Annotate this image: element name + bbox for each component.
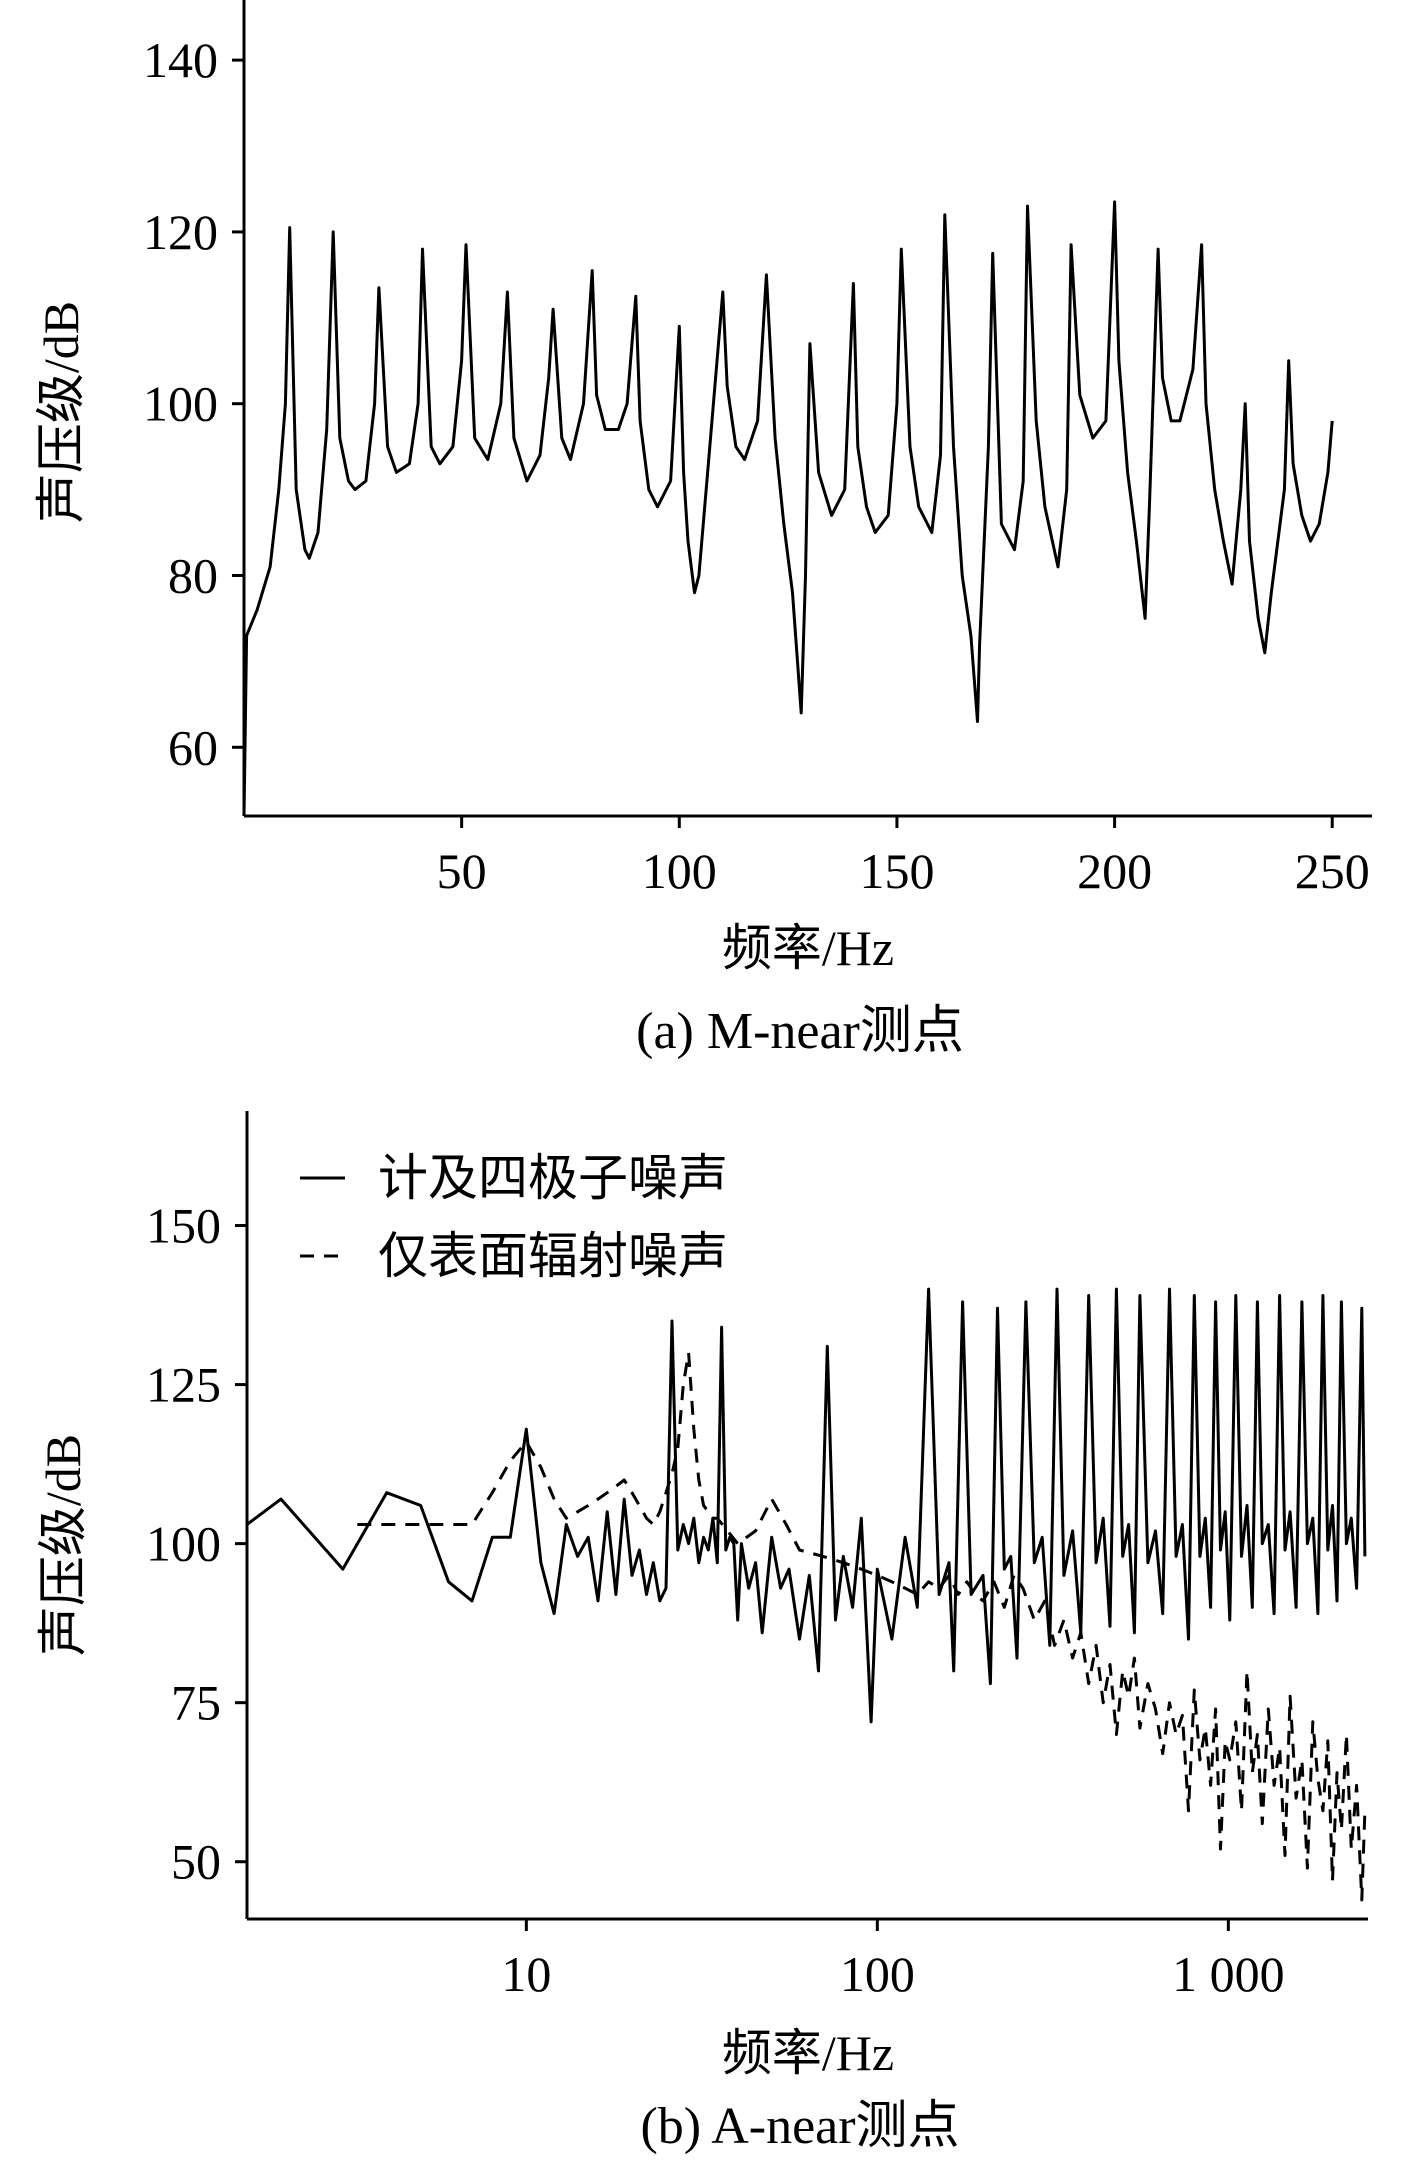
y-tick-label: 100 bbox=[143, 376, 218, 432]
x-axis-title: 频率/Hz bbox=[722, 920, 894, 976]
y-tick-label: 120 bbox=[143, 204, 218, 260]
y-tick-label: 50 bbox=[171, 1834, 221, 1890]
x-tick-label: 250 bbox=[1295, 843, 1370, 899]
y-tick-label: 140 bbox=[143, 32, 218, 88]
y-axis-title: 声压级/dB bbox=[35, 1434, 91, 1656]
x-tick-label: 100 bbox=[642, 843, 717, 899]
y-tick-label: 75 bbox=[171, 1675, 221, 1731]
y-tick-label: 100 bbox=[146, 1516, 221, 1572]
chart-b: 50 75 100 125 150 10 100 1 000 计及四极子噪声 仅表面辐射噪声… bbox=[35, 1111, 1368, 2155]
series-line-solid bbox=[242, 200, 1334, 817]
y-axis-title: 声压级/dB bbox=[33, 301, 89, 523]
chart-caption: (a) M-near测点 bbox=[636, 1003, 964, 1060]
x-tick-label: 10 bbox=[501, 1946, 551, 2002]
x-axis-title: 频率/Hz bbox=[722, 2025, 894, 2081]
x-tick-label: 1 000 bbox=[1172, 1946, 1285, 2002]
x-tick-label: 200 bbox=[1077, 843, 1152, 899]
chart-caption: (b) A-near测点 bbox=[640, 2098, 959, 2155]
series-line-solid bbox=[246, 1287, 1367, 1724]
y-tick-label: 80 bbox=[168, 547, 218, 603]
x-tick-label: 50 bbox=[437, 843, 487, 899]
legend: 计及四极子噪声 仅表面辐射噪声 bbox=[300, 1150, 728, 1284]
legend-label: 仅表面辐射噪声 bbox=[378, 1228, 728, 1284]
x-tick-label: 150 bbox=[859, 843, 934, 899]
y-tick-label: 125 bbox=[146, 1357, 221, 1413]
x-tick-label: 100 bbox=[840, 1946, 915, 2002]
y-tick-label: 150 bbox=[146, 1198, 221, 1254]
y-tick-label: 60 bbox=[168, 719, 218, 775]
chart-a: 60 80 100 120 140 50 100 150 200 250 频率/Hz 声压级/d… bbox=[33, 0, 1372, 1060]
legend-label: 计及四极子噪声 bbox=[378, 1150, 728, 1206]
